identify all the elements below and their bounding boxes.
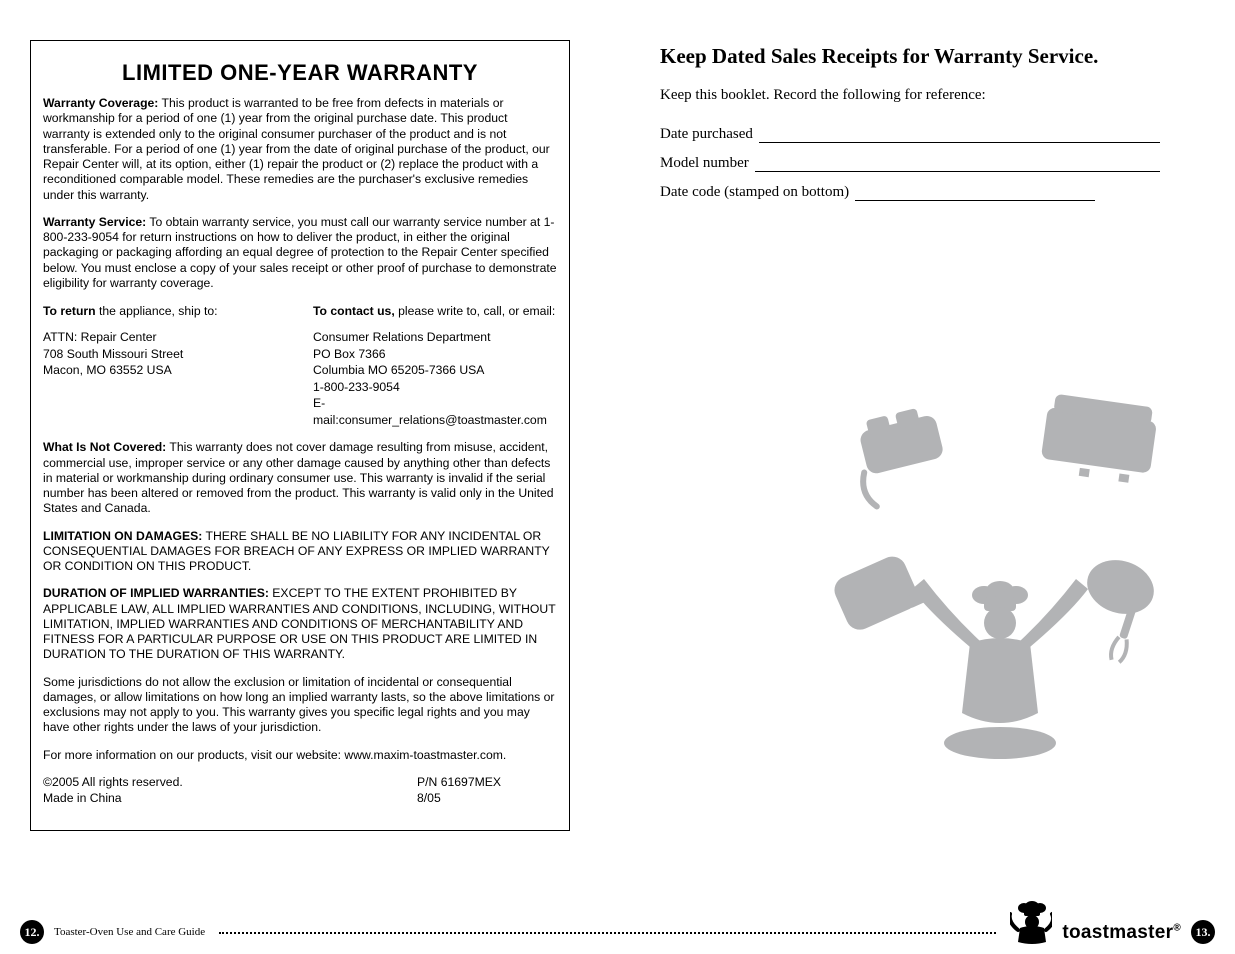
brand-name: toastmaster® xyxy=(1062,922,1181,944)
brand-block: toastmaster® 13. xyxy=(1010,900,1215,944)
pn1: P/N 61697MEX xyxy=(417,775,557,791)
warranty-footer-row: ©2005 All rights reserved. Made in China… xyxy=(43,775,557,807)
warranty-box: LIMITED ONE-YEAR WARRANTY Warranty Cover… xyxy=(30,40,570,831)
coverage-para: Warranty Coverage: This product is warra… xyxy=(43,96,557,203)
dotted-rule-icon xyxy=(219,932,996,934)
contact-label: To contact us, xyxy=(313,304,395,318)
return-addr2: 708 South Missouri Street xyxy=(43,346,283,362)
page-footer: 12. Toaster-Oven Use and Care Guide toas… xyxy=(20,900,1215,944)
contact-column: To contact us, please write to, call, or… xyxy=(313,303,557,428)
keep-sub: Keep this booklet. Record the following … xyxy=(660,87,1160,104)
field-model-number: Model number xyxy=(660,155,1160,172)
coverage-label: Warranty Coverage: xyxy=(43,96,158,110)
line-icon xyxy=(755,158,1160,172)
contact-addr4: 1-800-233-9054 xyxy=(313,379,557,395)
pn2: 8/05 xyxy=(417,791,557,807)
page-number-left: 12. xyxy=(20,920,44,944)
notcovered-label: What Is Not Covered: xyxy=(43,440,166,454)
return-addr3: Macon, MO 63552 USA xyxy=(43,362,283,378)
coverage-text: This product is warranted to be free fro… xyxy=(43,96,550,202)
duration-para: DURATION OF IMPLIED WARRANTIES: EXCEPT T… xyxy=(43,586,557,662)
field-date-purchased: Date purchased xyxy=(660,126,1160,143)
brand-chef-icon xyxy=(1010,900,1052,944)
return-column: To return the appliance, ship to: ATTN: … xyxy=(43,303,283,428)
guide-title: Toaster-Oven Use and Care Guide xyxy=(54,926,205,938)
website-para: For more information on our products, vi… xyxy=(43,748,557,763)
copyright1: ©2005 All rights reserved. xyxy=(43,775,183,791)
field-date-code: Date code (stamped on bottom) xyxy=(660,184,1160,201)
limitation-label: LIMITATION ON DAMAGES: xyxy=(43,529,202,543)
line-icon xyxy=(855,187,1095,201)
service-label: Warranty Service: xyxy=(43,215,146,229)
address-columns: To return the appliance, ship to: ATTN: … xyxy=(43,303,557,428)
page-number-right: 13. xyxy=(1191,920,1215,944)
receipts-column: Keep Dated Sales Receipts for Warranty S… xyxy=(660,40,1160,831)
notcovered-para: What Is Not Covered: This warranty does … xyxy=(43,440,557,516)
contact-addr1: Consumer Relations Department xyxy=(313,329,557,345)
contact-addr2: PO Box 7366 xyxy=(313,346,557,362)
contact-addr5: E-mail:consumer_relations@toastmaster.co… xyxy=(313,395,557,428)
line-icon xyxy=(759,129,1160,143)
contact-addr3: Columbia MO 65205-7366 USA xyxy=(313,362,557,378)
keep-heading: Keep Dated Sales Receipts for Warranty S… xyxy=(660,44,1160,69)
return-addr1: ATTN: Repair Center xyxy=(43,329,283,345)
contact-label2: please write to, call, or email: xyxy=(395,304,556,318)
warranty-title: LIMITED ONE-YEAR WARRANTY xyxy=(43,60,557,86)
service-para: Warranty Service: To obtain warranty ser… xyxy=(43,215,557,291)
chef-appliances-icon xyxy=(820,393,1180,793)
copyright2: Made in China xyxy=(43,791,183,807)
duration-label: DURATION OF IMPLIED WARRANTIES: xyxy=(43,586,269,600)
return-label2: the appliance, ship to: xyxy=(96,304,218,318)
limitation-para: LIMITATION ON DAMAGES: THERE SHALL BE NO… xyxy=(43,529,557,575)
jurisdiction-para: Some jurisdictions do not allow the excl… xyxy=(43,675,557,736)
return-label: To return xyxy=(43,304,96,318)
